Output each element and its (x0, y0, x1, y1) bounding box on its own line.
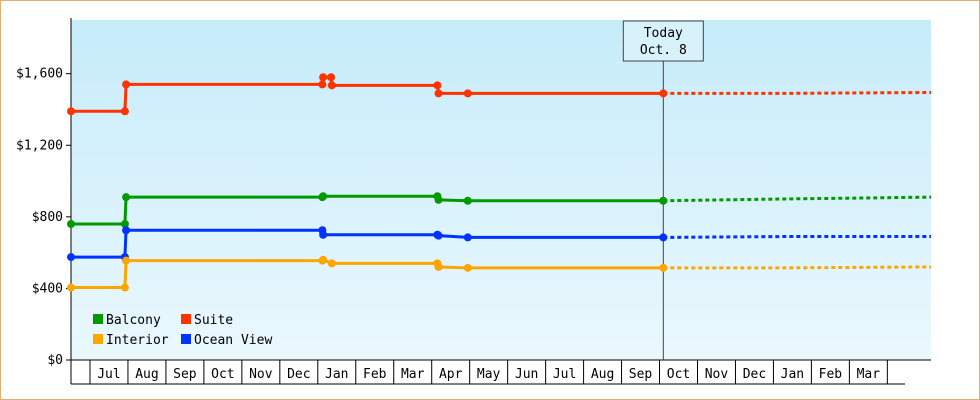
y-tick-label-4: $1,600 (16, 67, 63, 82)
x-tick-label-18: Jan (781, 367, 804, 382)
series-interior (67, 255, 932, 292)
data-point-0-9 (463, 89, 472, 98)
x-tick-label-8: Mar (401, 367, 425, 382)
data-point-1-1 (120, 220, 129, 228)
x-tick-label-10: May (477, 367, 501, 382)
series-ocean-view (67, 226, 931, 262)
data-point-0-1 (120, 107, 129, 116)
y-tick-label-0: $0 (47, 353, 63, 368)
data-point-0-2 (122, 80, 131, 89)
x-tick-label-13: Aug (591, 367, 614, 382)
data-point-1-4 (319, 192, 328, 201)
series-suite (67, 73, 932, 116)
series-group (67, 73, 932, 292)
data-point-2-0 (67, 253, 75, 262)
series-balcony (67, 192, 932, 228)
data-point-0-5 (327, 73, 336, 82)
x-tick-label-9: Apr (439, 367, 463, 382)
data-point-0-8 (434, 89, 443, 98)
x-tick-label-17: Dec (743, 367, 766, 382)
plot-area (71, 20, 931, 360)
data-point-1-2 (122, 193, 131, 202)
x-tick-label-14: Sep (629, 367, 653, 382)
data-point-0-6 (327, 81, 336, 90)
legend-swatch-2 (93, 334, 103, 344)
today-marker: Today Oct. 8 (622, 20, 704, 360)
data-point-2-4 (319, 230, 328, 239)
x-axis: Jul Aug Sep Oct Nov Dec Jan Feb Mar Apr May Jun Jul A… (70, 359, 931, 385)
data-point-2-2 (122, 226, 131, 235)
data-point-0-10 (659, 89, 668, 98)
x-tick-label-3: Oct (211, 367, 234, 382)
y-tick-label-1: $400 (32, 281, 63, 296)
legend-label-0: Balcony (106, 313, 161, 328)
x-tick-label-7: Feb (363, 367, 387, 382)
data-point-0-7 (433, 81, 442, 90)
y-axis: $0 $400 $800 $1,200 $1,600 (16, 18, 72, 368)
legend-swatch-3 (181, 334, 191, 344)
data-point-1-6 (434, 195, 443, 204)
data-point-3-7 (434, 262, 443, 271)
data-point-1-8 (659, 196, 668, 205)
series-forecast-line-0 (663, 90, 932, 95)
today-date: Oct. 8 (640, 43, 687, 58)
x-tick-label-11: Jun (515, 367, 538, 382)
x-tick-label-16: Nov (705, 367, 729, 382)
data-point-3-1 (120, 283, 129, 292)
data-point-0-4 (319, 73, 328, 82)
data-point-2-6 (434, 231, 443, 240)
series-forecast-line-3 (663, 265, 932, 270)
today-box (622, 20, 704, 62)
x-tick-label-5: Dec (287, 367, 310, 382)
legend-swatch-1 (181, 314, 191, 324)
x-tick-label-4: Nov (249, 367, 273, 382)
series-forecast-line-2 (663, 235, 931, 239)
legend-swatch-0 (93, 314, 103, 324)
legend: Balcony Suite Interior Ocean View (93, 313, 272, 348)
legend-label-3: Ocean View (194, 333, 272, 348)
y-tick-label-3: $1,200 (16, 138, 63, 153)
data-point-3-2 (122, 256, 131, 265)
x-tick-label-0: Jul (97, 367, 120, 382)
series-forecast-line-1 (663, 195, 932, 203)
data-point-2-8 (659, 233, 668, 242)
series-line-3 (69, 258, 665, 290)
x-tick-label-20: Mar (857, 367, 881, 382)
x-tick-label-12: Jul (553, 367, 576, 382)
x-tick-label-19: Feb (819, 367, 843, 382)
x-tick-label-6: Jan (325, 367, 348, 382)
data-point-3-9 (659, 263, 668, 272)
legend-label-1: Suite (194, 313, 233, 328)
legend-label-2: Interior (106, 333, 169, 348)
x-tick-label-15: Oct (667, 367, 690, 382)
data-point-1-7 (463, 196, 472, 205)
x-tick-label-1: Aug (135, 367, 158, 382)
data-point-3-5 (327, 259, 336, 268)
data-point-3-4 (319, 255, 328, 264)
data-point-0-3 (318, 80, 327, 89)
x-tick-label-2: Sep (173, 367, 197, 382)
data-point-3-0 (67, 283, 75, 292)
y-tick-label-2: $800 (32, 210, 63, 225)
today-label: Today (644, 26, 683, 41)
data-point-2-7 (463, 233, 472, 242)
data-point-1-0 (67, 220, 75, 228)
data-point-3-8 (463, 263, 472, 272)
data-point-0-0 (67, 107, 75, 116)
